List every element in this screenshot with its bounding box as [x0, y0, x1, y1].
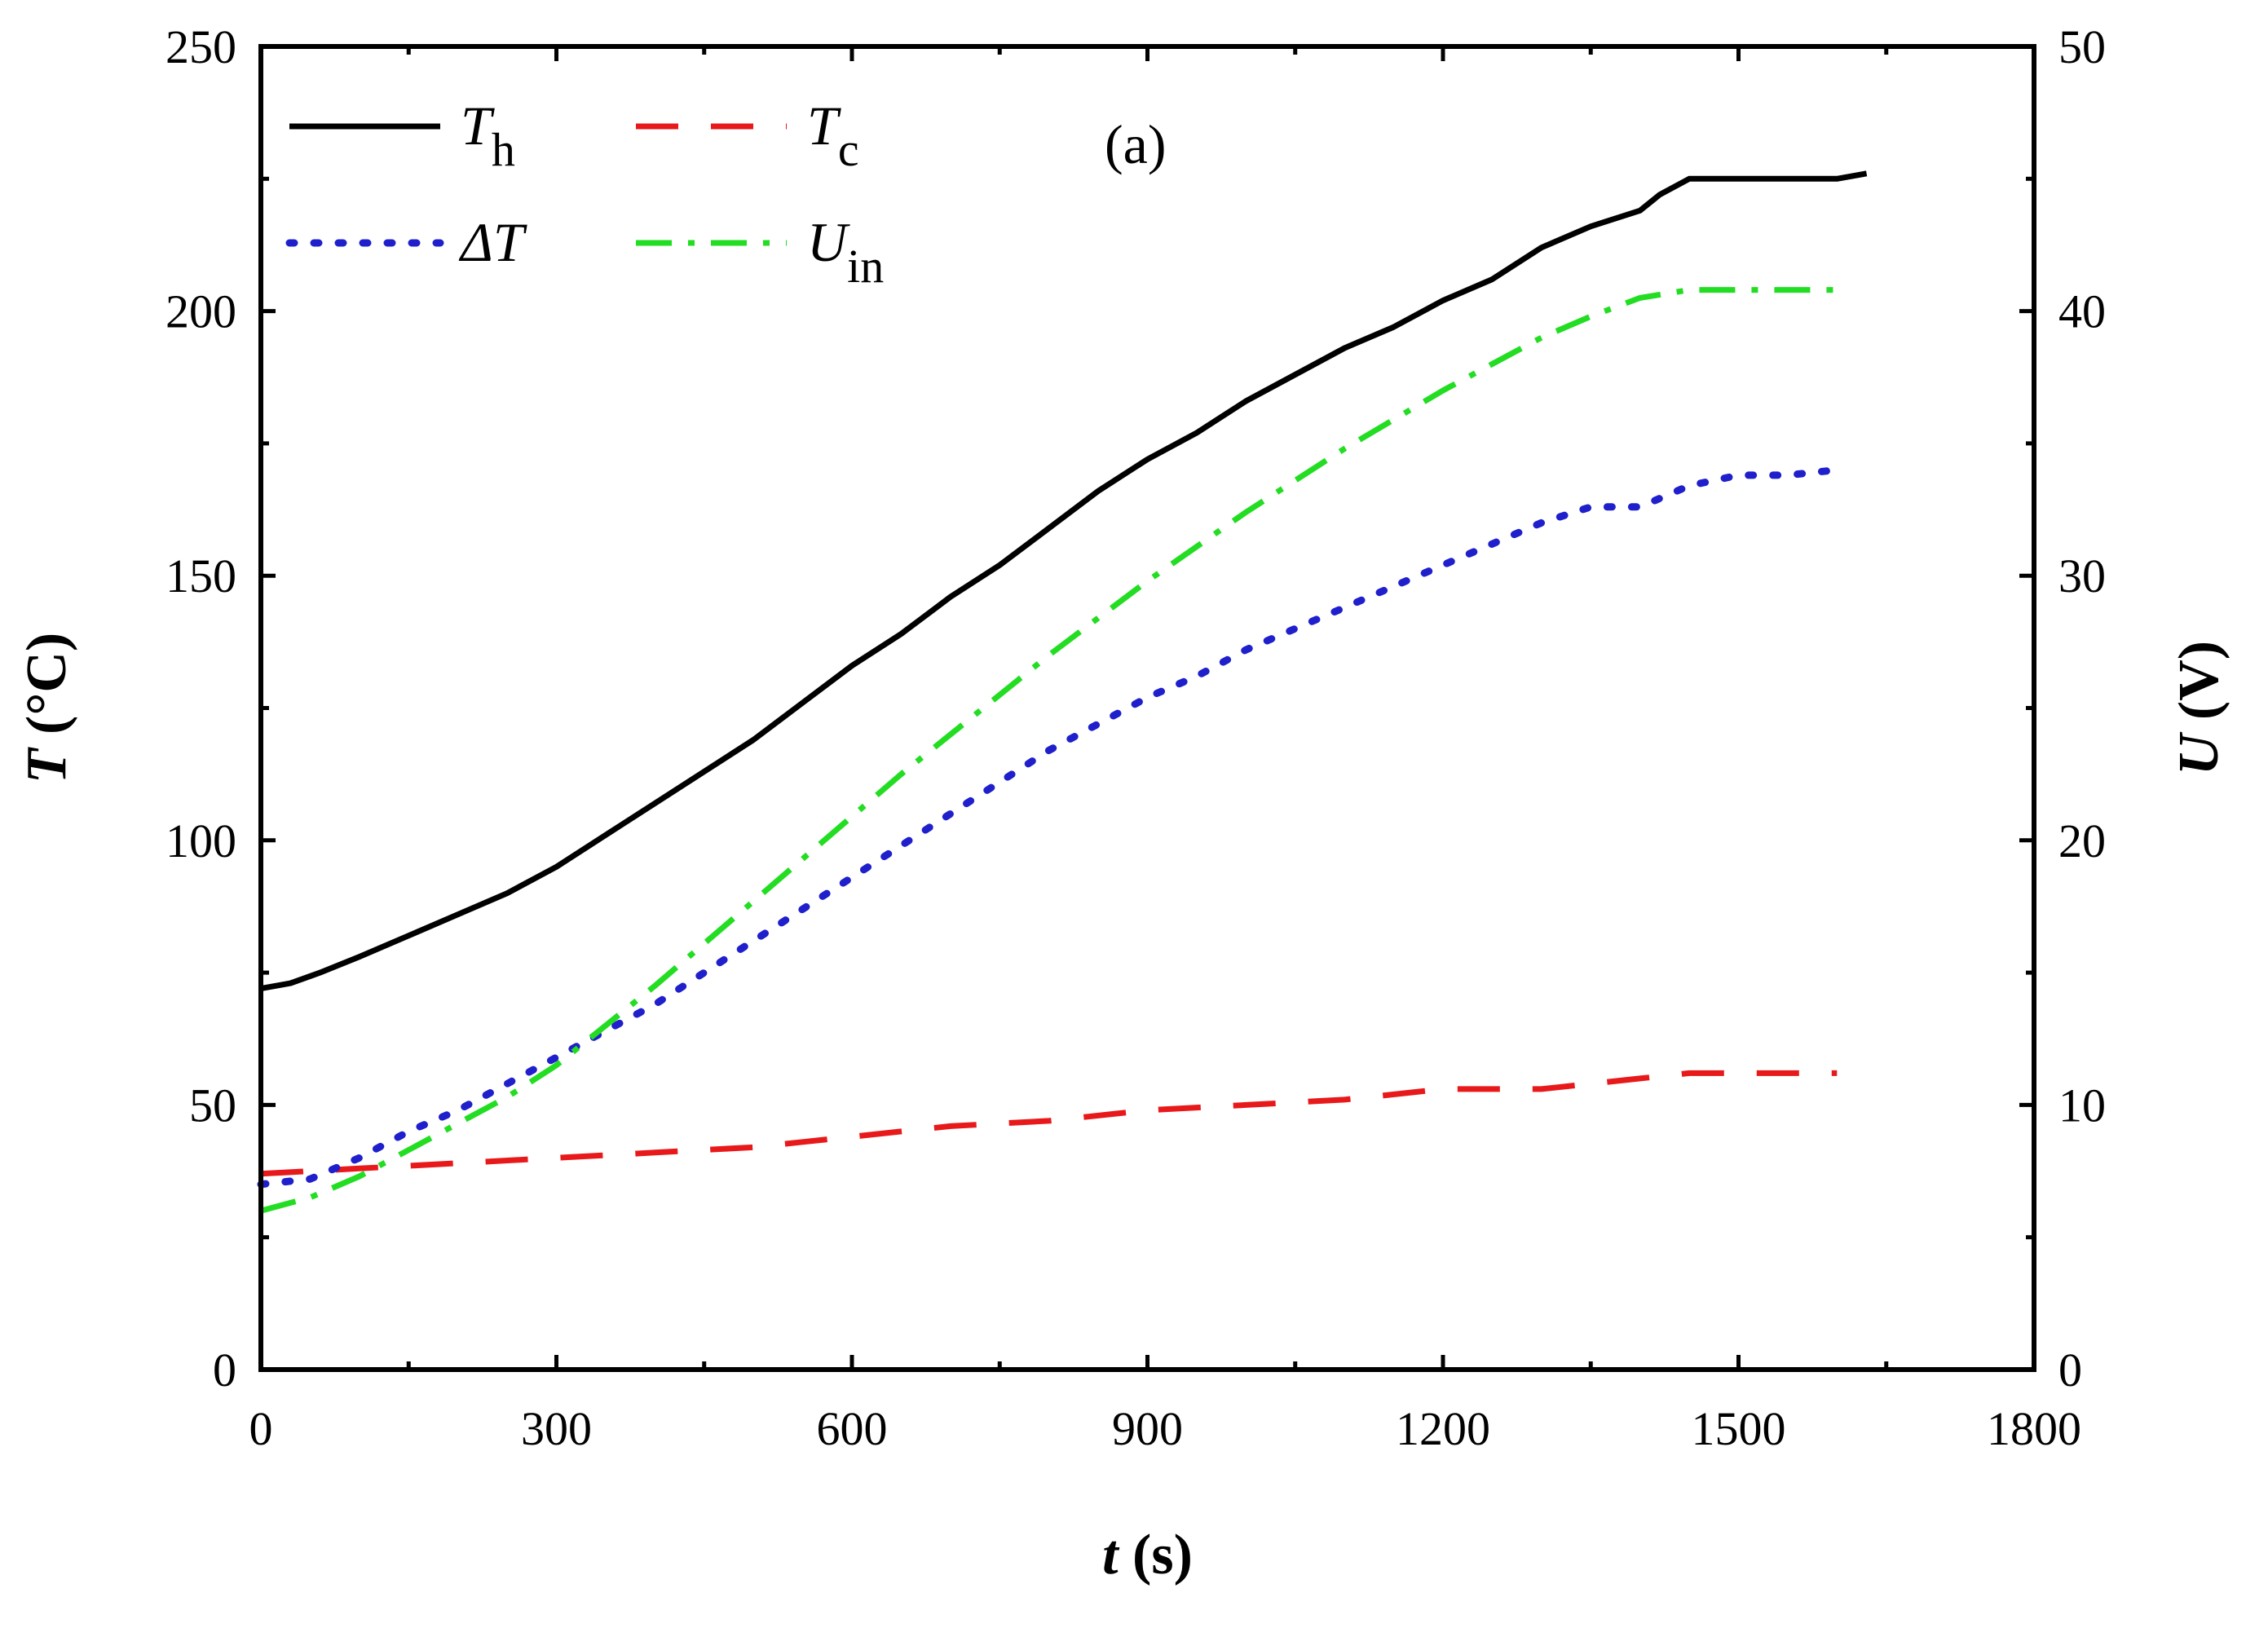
y-right-tick-label: 0 [2058, 1343, 2082, 1396]
y-left-axis-title-var: T [15, 746, 78, 783]
legend-label-U_in: Uin [807, 211, 884, 293]
y-left-tick-label: 100 [165, 814, 236, 867]
y-right-axis-title-var: U [2168, 731, 2230, 775]
series-line-U_in [260, 287, 1838, 1214]
y-left-tick-label: 50 [189, 1079, 236, 1132]
panel-annotation: (a) [1105, 113, 1166, 175]
y-right-tick-label: 40 [2058, 285, 2106, 338]
y-right-tick-label: 10 [2058, 1079, 2106, 1132]
legend-label-sub: in [847, 240, 884, 293]
y-left-tick-label: 250 [165, 20, 236, 73]
y-right-tick-label: 20 [2058, 814, 2106, 867]
y-left-tick-label: 200 [165, 285, 236, 338]
x-tick-label: 1800 [1987, 1402, 2081, 1455]
x-tick-label: 300 [521, 1402, 592, 1455]
legend-label-T_c: Tc [807, 95, 859, 176]
legend-label-T_h: Th [461, 95, 515, 176]
x-tick-label: 600 [817, 1402, 888, 1455]
x-axis-title-var: t [1102, 1524, 1120, 1586]
series-line-T_h [260, 170, 1868, 992]
x-axis-title-unit: (s) [1119, 1524, 1193, 1586]
legend-label-main: ΔT [458, 211, 527, 273]
legend-label-dT: ΔT [458, 211, 527, 273]
y-left-axis-title-unit: (°C) [15, 633, 78, 749]
y-left-axis-title: T (°C) [15, 633, 78, 783]
y-right-axis-title-unit: (V) [2168, 641, 2230, 735]
legend-label-main: T [807, 95, 841, 157]
x-axis-title: t (s) [1102, 1524, 1193, 1586]
axes-layer: 0 300 600 900 1200 1500 1800 0 50 100 150 200 250 0 10… [15, 20, 2230, 1586]
series-layer [257, 170, 1868, 1214]
y-right-axis-title: U (V) [2168, 641, 2230, 775]
series-line-T_c [260, 1070, 1838, 1177]
x-tick-label: 900 [1112, 1402, 1183, 1455]
y-right-tick-label: 50 [2058, 20, 2106, 73]
legend-label-main: T [461, 95, 495, 157]
legend-label-sub: h [492, 123, 515, 176]
y-left-tick-label: 0 [213, 1343, 236, 1396]
x-tick-label: 0 [249, 1402, 273, 1455]
y-right-tick-label: 30 [2058, 549, 2106, 602]
x-tick-label: 1200 [1396, 1402, 1490, 1455]
series-line-dT [257, 465, 1841, 1189]
legend-label-main: U [807, 211, 850, 273]
legend-label-sub: c [838, 123, 859, 176]
x-tick-label: 1500 [1692, 1402, 1786, 1455]
y-left-tick-label: 150 [165, 549, 236, 602]
